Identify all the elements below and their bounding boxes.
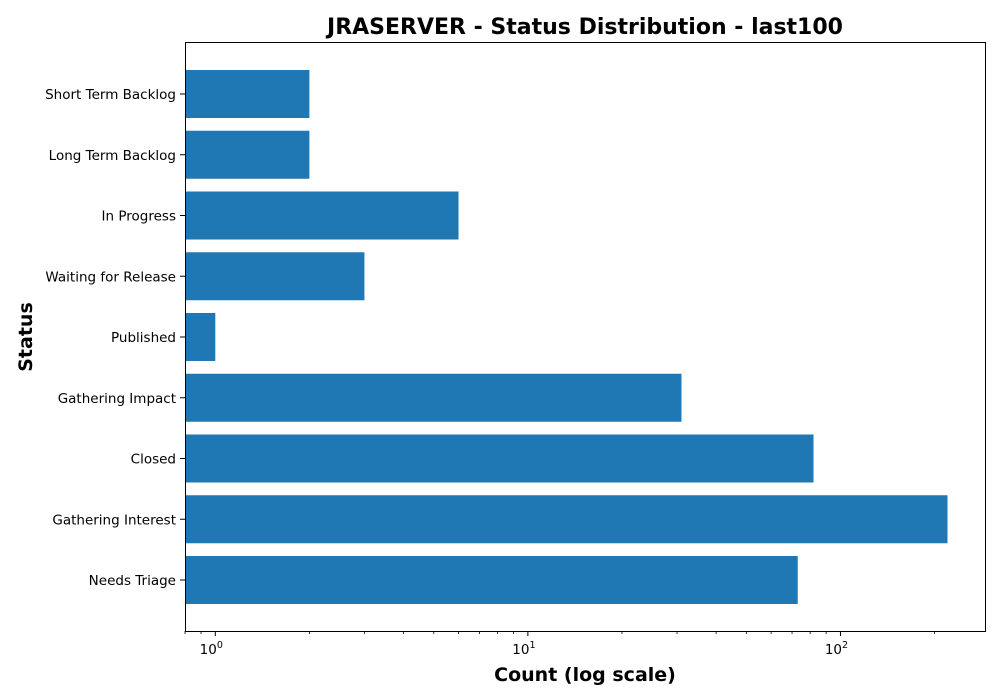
bar [185,495,948,544]
x-tick-label: 101 [512,640,535,658]
y-category-label: In Progress [102,209,176,225]
x-tick-exponent: 0 [217,640,223,651]
bar [185,130,310,179]
plot-frame [185,42,986,632]
y-category-label: Closed [131,452,176,468]
y-category-label: Waiting for Release [45,269,176,285]
x-tick-base: 10 [200,642,217,658]
bar [185,191,459,240]
bar [185,252,365,301]
y-category-label: Published [111,330,176,346]
bar [185,373,682,422]
x-tick-exponent: 1 [529,640,535,651]
x-tick-label: 100 [200,640,223,658]
x-tick-label: 102 [825,640,848,658]
bars-layer [185,70,948,604]
chart-title: JRASERVER - Status Distribution - last10… [325,15,843,40]
y-axis-title: Status [15,302,37,372]
y-category-label: Short Term Backlog [45,87,176,103]
y-category-label: Long Term Backlog [49,148,176,164]
bar [185,313,216,361]
x-tick-exponent: 2 [842,640,848,651]
bar [185,434,814,483]
y-categories-layer: Short Term Backlog Long Term Backlog In Pr… [45,87,185,589]
y-category-label: Needs Triage [89,573,176,589]
bar [185,70,310,118]
x-tick-base: 10 [825,642,842,658]
x-ticks-layer: 100 101 102 [184,631,935,658]
x-tick-base: 10 [512,642,529,658]
y-category-label: Gathering Impact [58,391,176,407]
x-axis-title: Count (log scale) [494,664,676,686]
bar [185,556,798,604]
y-category-label: Gathering Interest [52,512,176,528]
